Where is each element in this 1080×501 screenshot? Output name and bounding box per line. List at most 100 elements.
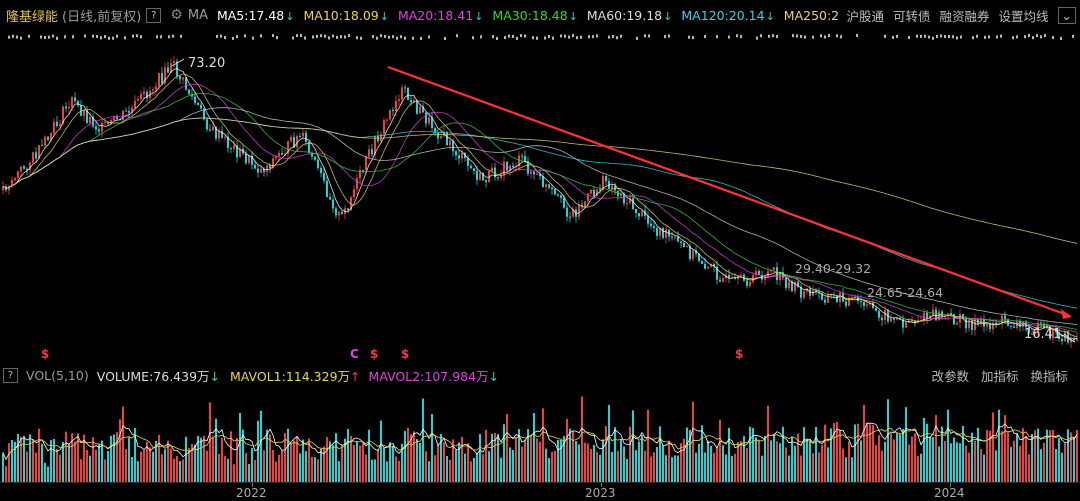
- info-tick: [336, 35, 338, 39]
- info-tick: [168, 35, 170, 39]
- candle-body: [338, 211, 340, 216]
- volume-bar: [29, 434, 31, 482]
- volume-bar: [221, 437, 223, 482]
- volume-bar: [488, 451, 490, 482]
- info-tick: [220, 34, 222, 38]
- period-label[interactable]: (日线,前复权): [62, 9, 142, 25]
- info-tick: [112, 36, 114, 40]
- volume-bar: [569, 428, 571, 482]
- help-button[interactable]: ?: [146, 7, 162, 23]
- info-tick: [8, 35, 10, 39]
- candle-body: [503, 161, 505, 176]
- volume-header-bar: ? VOL(5,10) VOLUME:76.439万↓ MAVOL1:114.3…: [0, 364, 1080, 386]
- event-marker[interactable]: $: [735, 347, 743, 361]
- candle-body: [875, 307, 877, 311]
- volume-help-button[interactable]: ?: [3, 367, 18, 383]
- candle-body: [263, 168, 265, 173]
- event-marker[interactable]: C: [350, 347, 359, 361]
- volume-bar: [473, 457, 475, 482]
- candle-body: [830, 294, 832, 296]
- volume-bar: [797, 433, 799, 482]
- candle-body: [467, 158, 469, 166]
- candle-body: [677, 236, 679, 242]
- info-tick: [952, 35, 954, 39]
- stock-name[interactable]: 隆基绿能: [6, 9, 59, 25]
- info-tick: [936, 35, 938, 39]
- volume-bar: [371, 459, 373, 482]
- candle-body: [239, 148, 241, 158]
- volume-bar: [815, 426, 817, 482]
- volume-bar: [683, 438, 685, 482]
- gap-range-label-2: 24.65-24.64: [867, 285, 943, 300]
- volume-bar: [335, 433, 337, 482]
- menu-set-ma[interactable]: 设置均线: [998, 8, 1049, 24]
- candle-body: [674, 236, 676, 238]
- gear-icon[interactable]: ⚙: [170, 7, 183, 23]
- price-chart[interactable]: 73.20 29.40-29.32 24.65-24.64 16.41 $ C …: [0, 40, 1080, 362]
- volume-chart[interactable]: [0, 388, 1080, 482]
- event-marker[interactable]: $: [370, 347, 378, 361]
- ma-line: [2, 83, 1078, 333]
- volume-bar: [653, 452, 655, 482]
- info-tick: [376, 36, 378, 40]
- volume-bar: [416, 439, 418, 482]
- candle-body: [545, 184, 547, 188]
- volume-bar: [764, 435, 766, 482]
- info-tick: [916, 34, 918, 38]
- info-tick: [388, 35, 390, 39]
- candle-body: [860, 300, 862, 303]
- candle-body: [92, 116, 94, 127]
- event-marker[interactable]: $: [401, 347, 409, 361]
- volume-bar: [476, 453, 478, 482]
- candle-body: [56, 121, 58, 127]
- candle-body: [983, 319, 985, 327]
- low-leader: [1059, 333, 1076, 343]
- switch-indicator-button[interactable]: 换指标: [1030, 368, 1068, 384]
- candle-body: [455, 151, 457, 156]
- volume-bar: [734, 453, 736, 482]
- volume-indicator-title[interactable]: VOL(5,10): [26, 367, 89, 383]
- change-params-button[interactable]: 改参数: [931, 368, 969, 384]
- candle-body: [938, 311, 940, 321]
- volume-bar: [701, 425, 703, 482]
- candle-body: [113, 116, 115, 120]
- volume-bar: [53, 438, 55, 482]
- candle-body: [707, 266, 709, 269]
- expand-chevron-icon[interactable]: ⌄: [1057, 6, 1076, 24]
- volume-bar: [383, 447, 385, 482]
- candle-body: [935, 309, 937, 321]
- info-tick: [472, 36, 474, 40]
- volume-bar: [893, 439, 895, 482]
- menu-margin[interactable]: 融资融券: [939, 8, 990, 24]
- candle-body: [194, 96, 196, 103]
- candle-body: [1013, 326, 1015, 328]
- volume-bar: [365, 454, 367, 482]
- volume-bar: [419, 443, 421, 482]
- candle-body: [461, 152, 463, 159]
- volume-bar: [83, 434, 85, 482]
- candle-body: [80, 105, 82, 116]
- candle-body: [305, 132, 307, 142]
- candle-body: [539, 173, 541, 177]
- add-indicator-button[interactable]: 加指标: [980, 368, 1019, 384]
- volume-right-menu: 改参数 加指标 换指标: [931, 366, 1080, 385]
- candle-body: [746, 280, 748, 286]
- info-tick: [596, 34, 598, 38]
- volume-bar: [728, 427, 730, 482]
- volume-bar: [1049, 430, 1051, 482]
- menu-hsgt[interactable]: 沪股通: [846, 8, 884, 24]
- event-marker[interactable]: $: [41, 347, 49, 361]
- info-tick: [984, 35, 986, 39]
- volume-bar: [236, 438, 238, 482]
- info-tick: [332, 34, 334, 38]
- volume-bar: [242, 429, 244, 482]
- volume-bar: [713, 452, 715, 482]
- volume-bar: [491, 433, 493, 482]
- volume-bar: [428, 461, 430, 482]
- volume-bar: [479, 433, 481, 482]
- info-tick: [272, 34, 274, 38]
- menu-convertible[interactable]: 可转债: [892, 8, 931, 24]
- candle-body: [791, 281, 793, 292]
- info-tick: [976, 34, 978, 38]
- candle-body: [704, 263, 706, 269]
